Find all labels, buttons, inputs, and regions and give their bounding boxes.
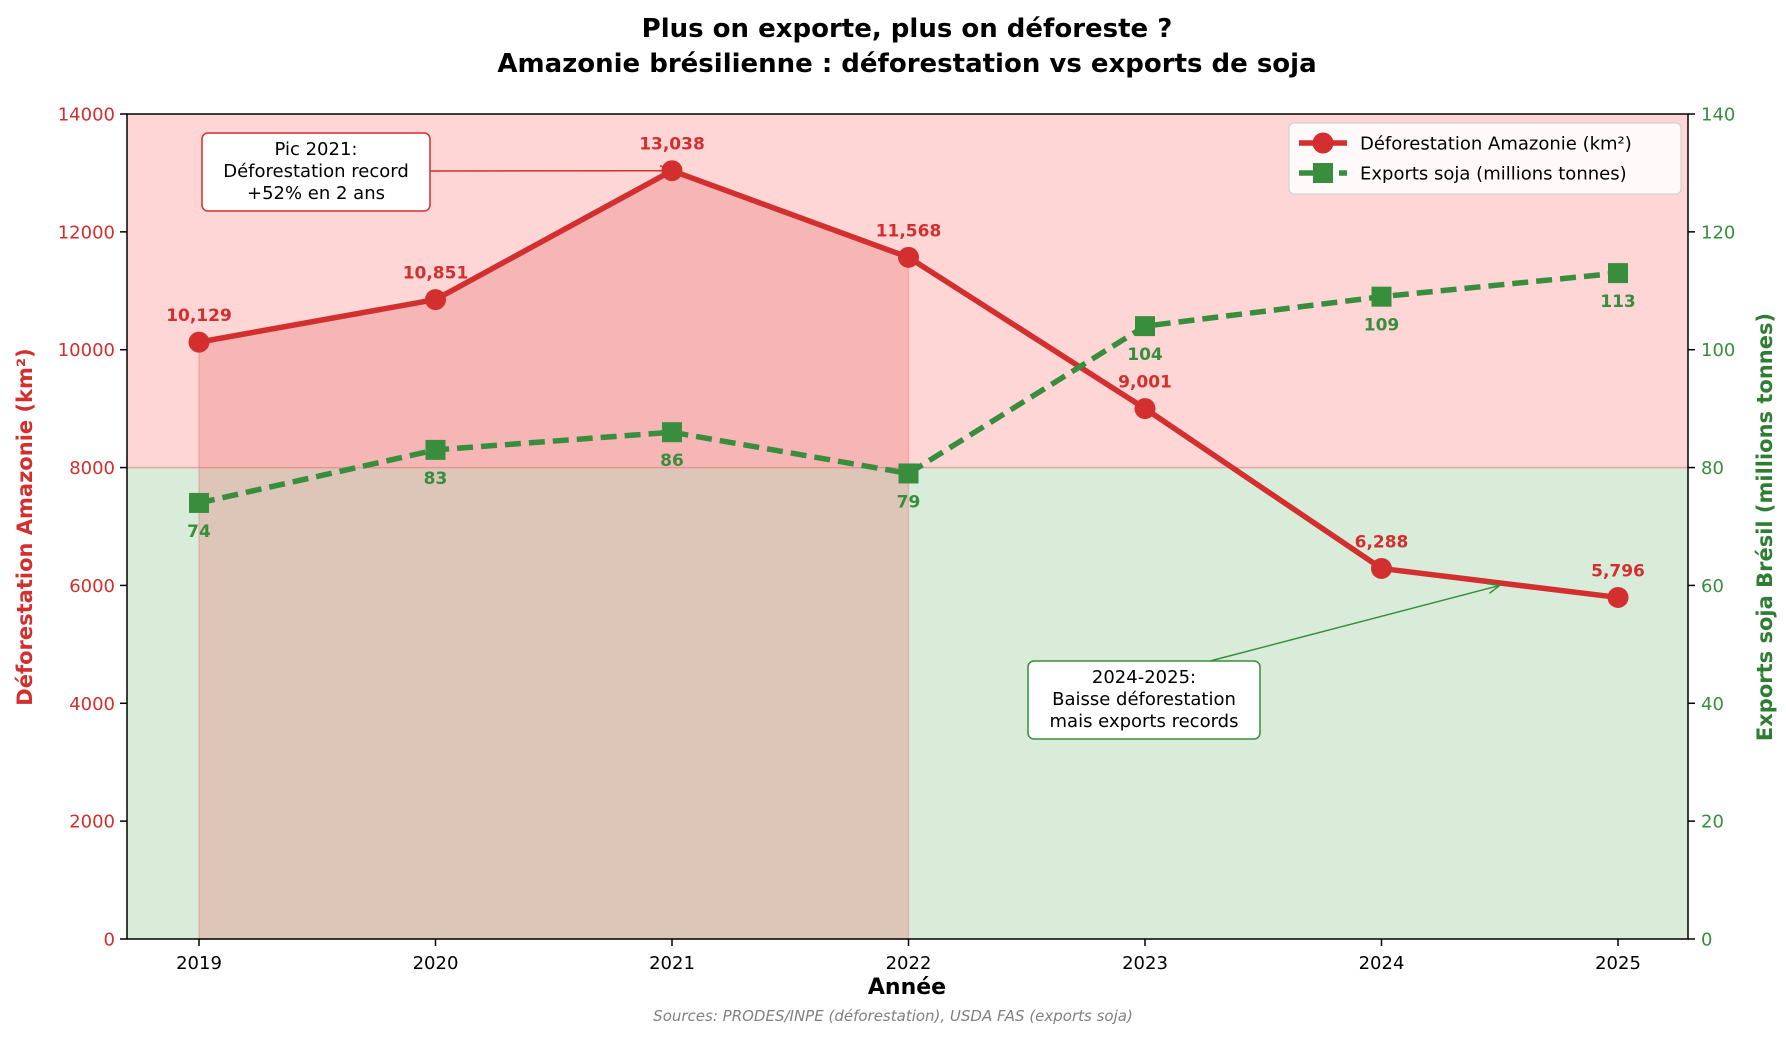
data-label-deforestation-2023: 9,001 bbox=[1118, 373, 1172, 393]
x-tick-label-2021: 2021 bbox=[649, 953, 695, 974]
legend-marker-1 bbox=[1313, 163, 1333, 183]
data-label-soy-exports-2025: 113 bbox=[1600, 292, 1636, 312]
legend-label-0: Déforestation Amazonie (km²) bbox=[1360, 134, 1632, 155]
data-label-soy-exports-2022: 79 bbox=[897, 492, 921, 512]
x-tick-label-2024: 2024 bbox=[1359, 953, 1405, 974]
x-tick-label-2023: 2023 bbox=[1122, 953, 1168, 974]
point-soy-exports-2025 bbox=[1608, 263, 1628, 283]
point-soy-exports-2020 bbox=[426, 440, 446, 460]
point-soy-exports-2024 bbox=[1372, 287, 1392, 307]
y-tick-label-left-14000: 14000 bbox=[58, 105, 115, 126]
point-deforestation-2025 bbox=[1608, 587, 1629, 608]
point-soy-exports-2021 bbox=[662, 422, 682, 442]
data-label-deforestation-2021: 13,038 bbox=[639, 135, 705, 155]
chart-subtitle: Amazonie brésilienne : déforestation vs … bbox=[497, 49, 1316, 79]
annotation-text-0-1: Déforestation record bbox=[223, 161, 409, 182]
data-label-soy-exports-2020: 83 bbox=[424, 469, 448, 489]
point-deforestation-2023 bbox=[1135, 398, 1156, 419]
point-soy-exports-2019 bbox=[189, 493, 209, 513]
data-label-soy-exports-2024: 109 bbox=[1364, 316, 1400, 336]
y-tick-label-right-40: 40 bbox=[1701, 694, 1724, 715]
point-deforestation-2020 bbox=[425, 289, 446, 310]
y-tick-label-left-10000: 10000 bbox=[58, 340, 115, 361]
y-tick-label-left-8000: 8000 bbox=[69, 458, 115, 479]
x-tick-label-2022: 2022 bbox=[886, 953, 932, 974]
point-soy-exports-2022 bbox=[899, 463, 919, 483]
y-tick-label-right-80: 80 bbox=[1701, 458, 1724, 479]
source-note: Sources: PRODES/INPE (déforestation), US… bbox=[653, 1007, 1133, 1025]
data-label-deforestation-2024: 6,288 bbox=[1355, 532, 1409, 552]
x-tick-label-2025: 2025 bbox=[1595, 953, 1641, 974]
x-axis-label: Année bbox=[868, 975, 946, 1000]
annotation-text-1-1: Baisse déforestation bbox=[1052, 689, 1236, 710]
annotation-text-0-2: +52% en 2 ans bbox=[247, 183, 385, 204]
y-axis-label-right: Exports soja Brésil (millions tonnes) bbox=[1753, 313, 1777, 741]
data-label-soy-exports-2019: 74 bbox=[187, 522, 211, 542]
y-tick-label-right-20: 20 bbox=[1701, 812, 1724, 833]
x-tick-label-2019: 2019 bbox=[176, 953, 222, 974]
y-tick-label-right-120: 120 bbox=[1701, 222, 1735, 243]
point-deforestation-2022 bbox=[898, 247, 919, 268]
data-label-soy-exports-2023: 104 bbox=[1127, 345, 1163, 365]
y-tick-label-left-12000: 12000 bbox=[58, 222, 115, 243]
data-label-deforestation-2020: 10,851 bbox=[403, 264, 469, 284]
data-label-deforestation-2025: 5,796 bbox=[1591, 561, 1645, 581]
annotation-text-1-2: mais exports records bbox=[1050, 711, 1239, 732]
annotation-text-0-0: Pic 2021: bbox=[275, 139, 358, 160]
y-tick-label-right-60: 60 bbox=[1701, 576, 1724, 597]
y-tick-label-left-0: 0 bbox=[104, 930, 115, 951]
y-axis-label-left: Déforestation Amazonie (km²) bbox=[13, 348, 37, 705]
annotation-text-1-0: 2024-2025: bbox=[1092, 667, 1196, 688]
y-tick-label-right-140: 140 bbox=[1701, 105, 1735, 126]
point-deforestation-2024 bbox=[1371, 558, 1392, 579]
data-label-deforestation-2019: 10,129 bbox=[166, 306, 232, 326]
data-label-soy-exports-2021: 86 bbox=[660, 451, 684, 471]
x-tick-label-2020: 2020 bbox=[413, 953, 459, 974]
y-tick-label-left-2000: 2000 bbox=[69, 812, 115, 833]
point-soy-exports-2023 bbox=[1135, 316, 1155, 336]
data-label-deforestation-2022: 11,568 bbox=[876, 221, 942, 241]
point-deforestation-2019 bbox=[189, 332, 210, 353]
legend-label-1: Exports soja (millions tonnes) bbox=[1360, 164, 1627, 185]
y-tick-label-left-6000: 6000 bbox=[69, 576, 115, 597]
legend-marker-0 bbox=[1313, 133, 1334, 154]
legend: Déforestation Amazonie (km²) Exports soja… bbox=[1289, 123, 1681, 194]
chart-title: Plus on exporte, plus on déforeste ? bbox=[642, 14, 1173, 44]
y-tick-label-left-4000: 4000 bbox=[69, 694, 115, 715]
y-tick-label-right-0: 0 bbox=[1701, 930, 1712, 951]
y-tick-label-right-100: 100 bbox=[1701, 340, 1735, 361]
